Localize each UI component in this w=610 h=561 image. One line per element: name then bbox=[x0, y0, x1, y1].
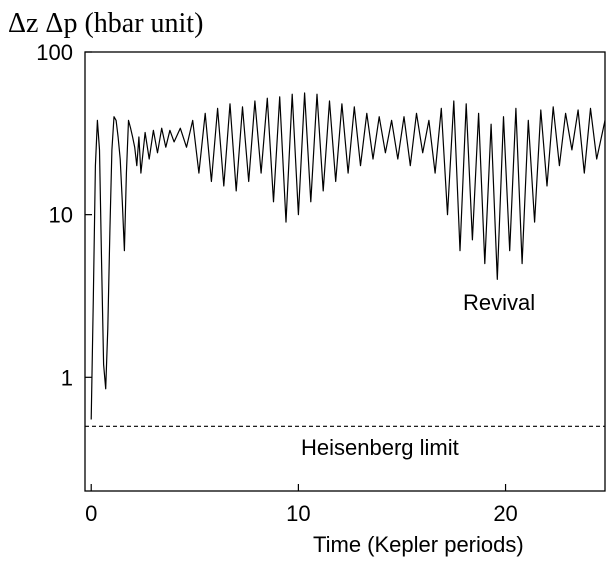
annotation-heisenberg-limit: Heisenberg limit bbox=[301, 435, 459, 460]
annotation-revival: Revival bbox=[463, 290, 535, 315]
x-tick-label: 20 bbox=[493, 501, 517, 526]
x-axis-label: Time (Kepler periods) bbox=[313, 532, 524, 557]
y-axis-label: Δz Δp (hbar unit) bbox=[8, 8, 203, 39]
axis-ticks: 0 10 20 1 10 100 bbox=[36, 40, 518, 526]
x-tick-label: 10 bbox=[286, 501, 310, 526]
x-tick-label: 0 bbox=[85, 501, 97, 526]
y-tick-label: 10 bbox=[49, 203, 73, 228]
series-layer bbox=[85, 92, 606, 427]
plot-frame bbox=[84, 51, 606, 492]
y-tick-label: 100 bbox=[36, 40, 73, 65]
uncertainty-series-line bbox=[90, 92, 606, 420]
y-tick-label: 1 bbox=[61, 365, 73, 390]
